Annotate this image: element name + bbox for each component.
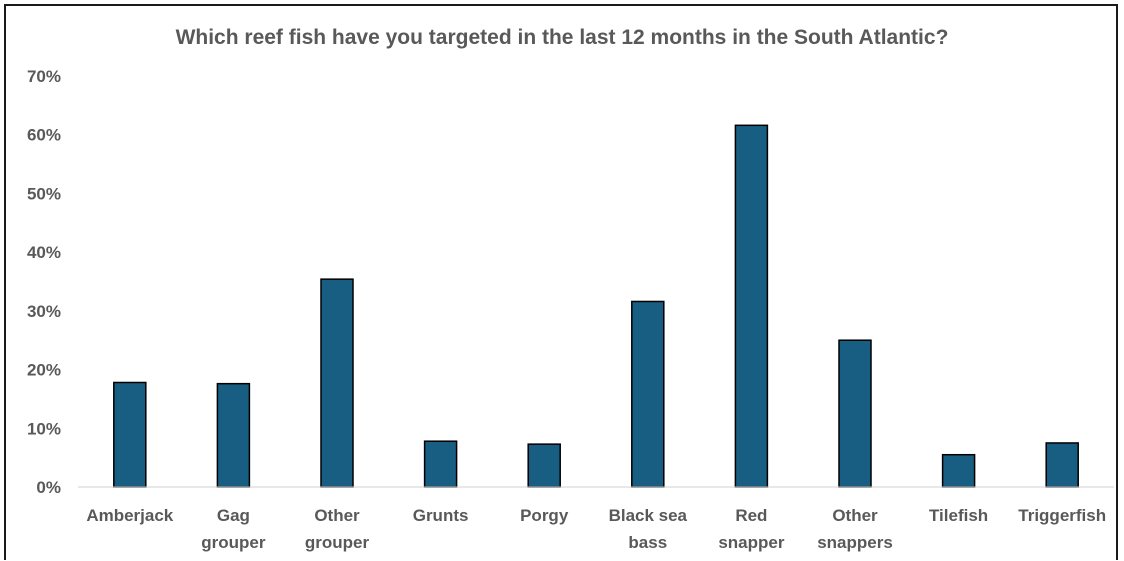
x-tick-label: Grunts: [413, 506, 469, 525]
bar: [423, 440, 458, 488]
y-tick-label: 30%: [27, 302, 61, 321]
bar: [734, 124, 769, 488]
y-tick-label: 40%: [27, 243, 61, 262]
x-tick-label: Black sea bass: [609, 506, 688, 552]
y-tick-label: 60%: [27, 126, 61, 145]
bar: [113, 381, 147, 488]
y-tick-label: 0%: [36, 478, 61, 497]
bar: [838, 339, 872, 488]
y-tick-label: 50%: [27, 184, 61, 203]
bar: [941, 453, 976, 488]
bar: [527, 443, 561, 488]
chart-frame: [4, 4, 1118, 560]
y-tick-label: 10%: [27, 419, 61, 438]
x-tick-label: Porgy: [520, 506, 569, 525]
x-tick-label: Gag grouper: [201, 506, 266, 552]
x-tick-label: Other grouper: [305, 506, 370, 552]
y-tick-label: 70%: [27, 67, 61, 86]
bar: [631, 300, 665, 488]
x-tick-label: Red snapper: [718, 506, 785, 552]
bar: [320, 278, 354, 488]
x-tick-label: Amberjack: [86, 506, 173, 525]
bar: [216, 382, 251, 488]
x-tick-label: Triggerfish: [1018, 506, 1106, 525]
bar: [1045, 442, 1079, 488]
x-tick-label: Tilefish: [929, 506, 988, 525]
y-tick-label: 20%: [27, 361, 61, 380]
chart-title: Which reef fish have you targeted in the…: [175, 26, 949, 49]
x-tick-label: Other snappers: [817, 506, 893, 552]
